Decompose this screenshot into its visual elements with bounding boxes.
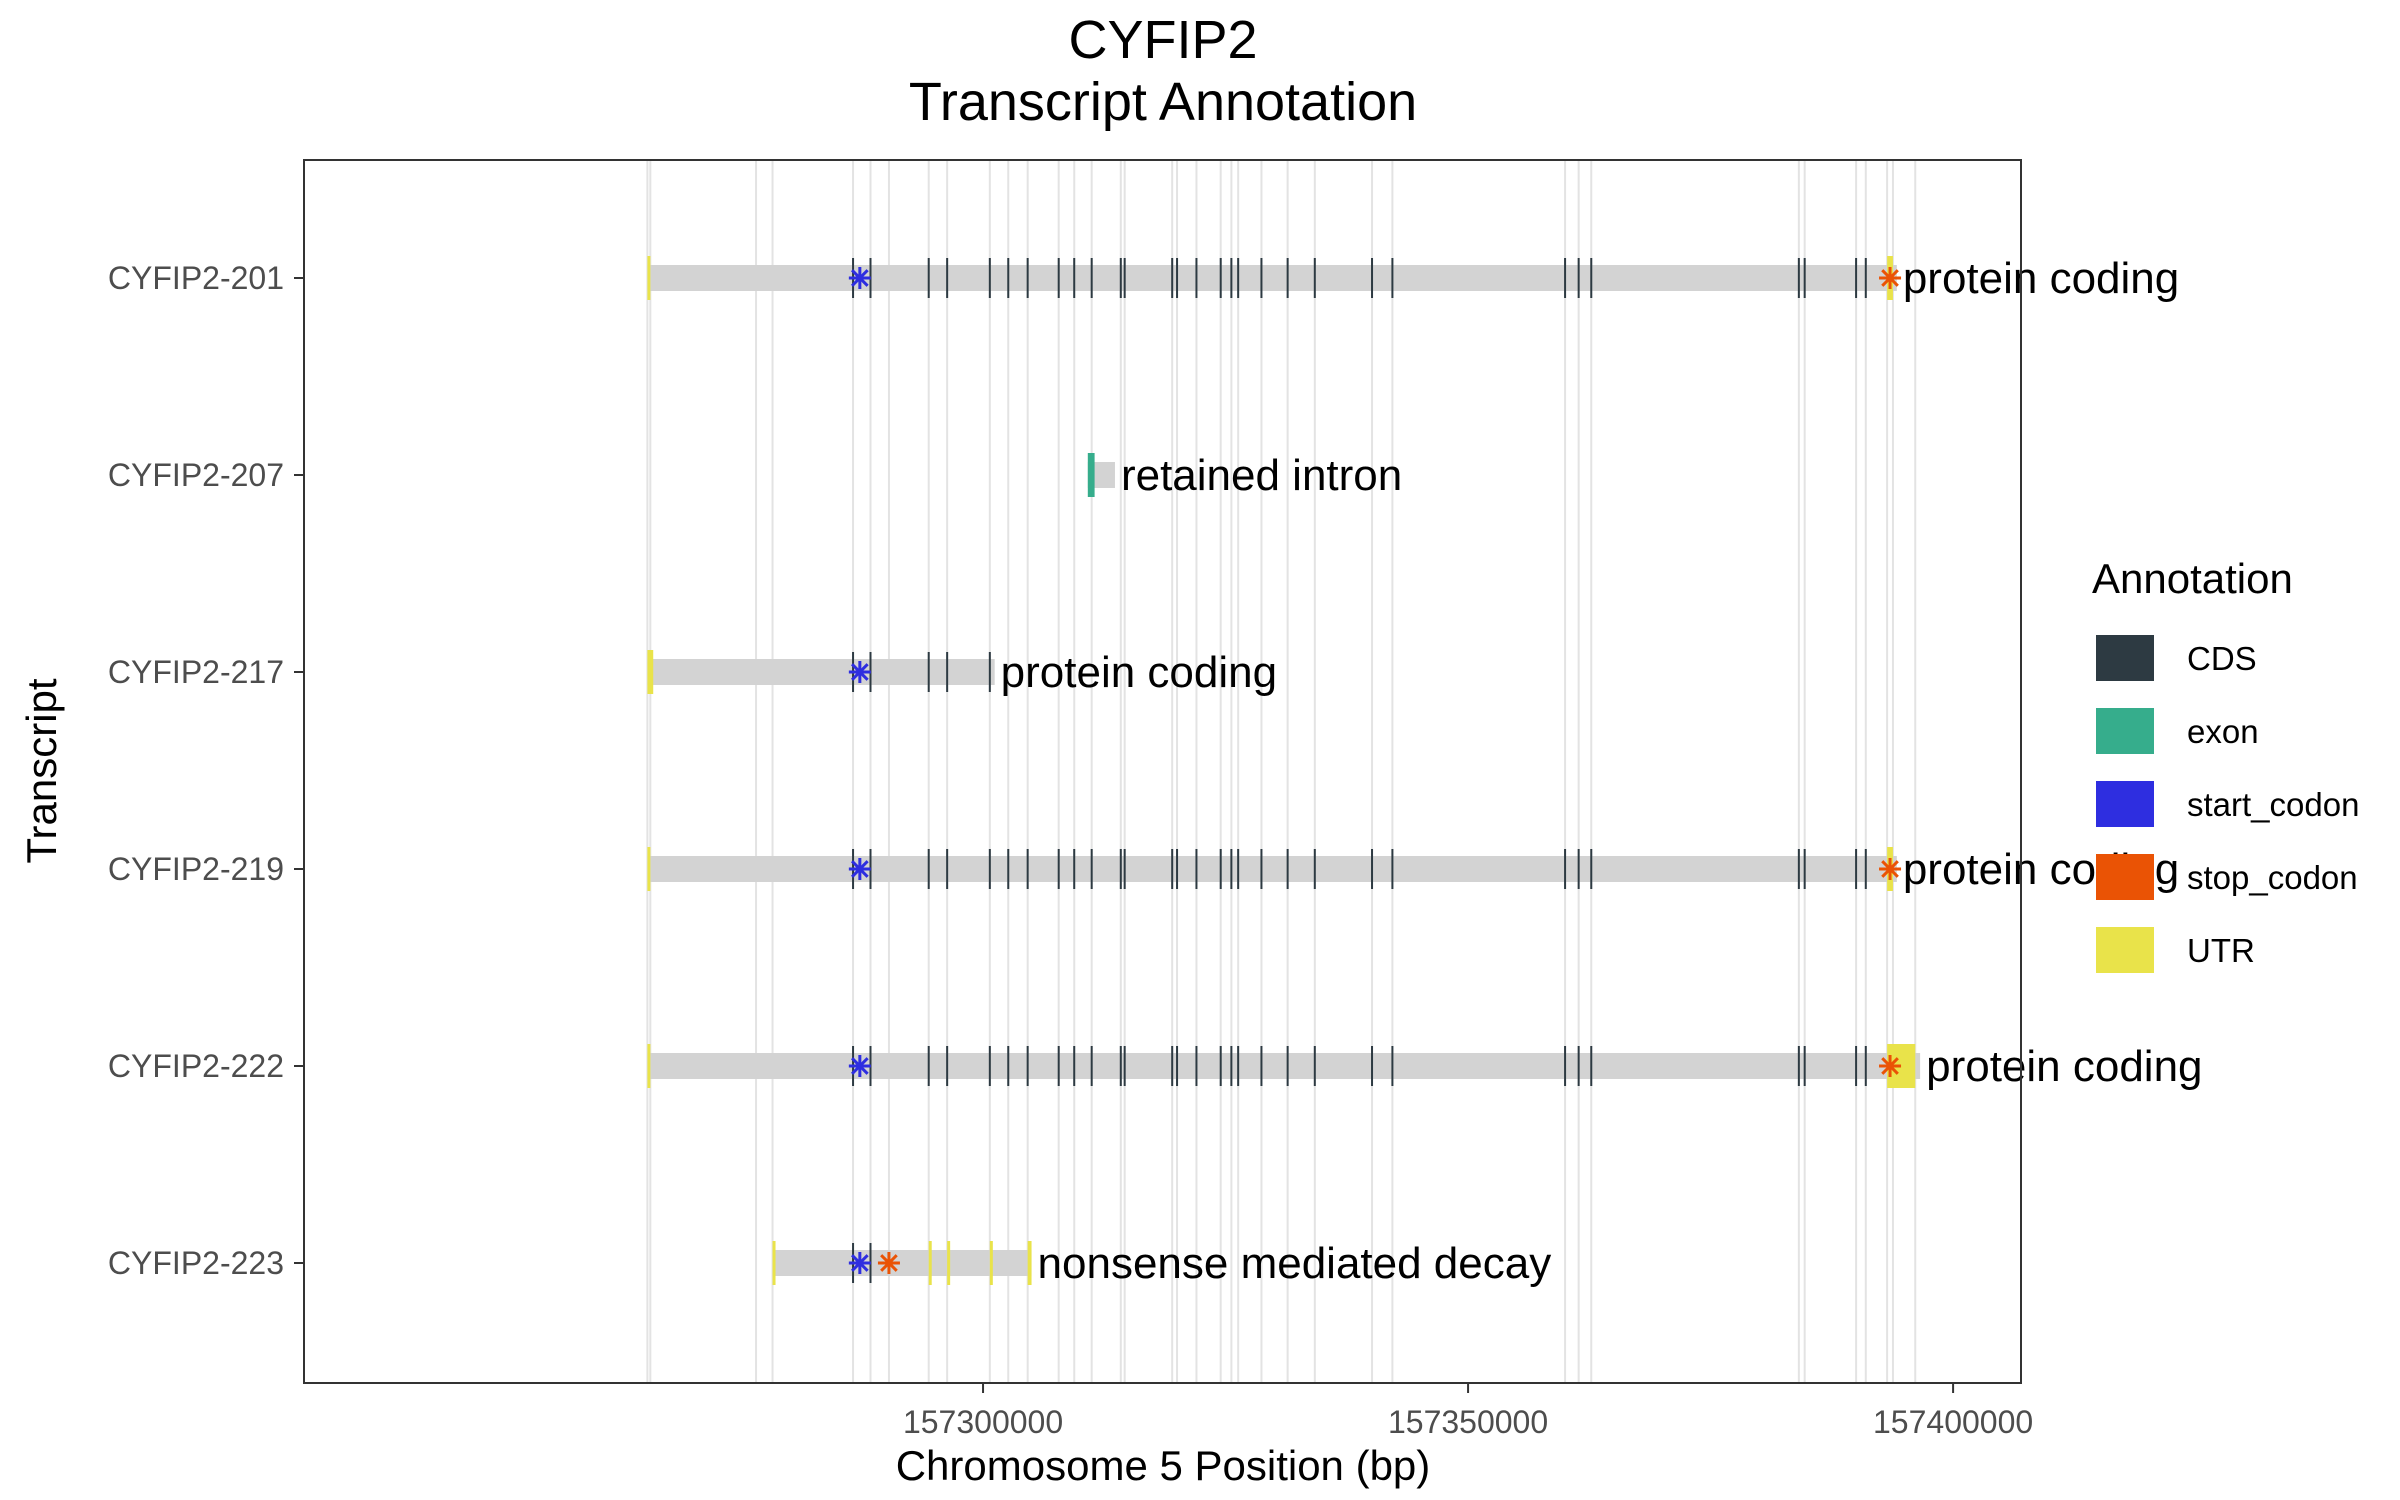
y-axis-title: Transcript xyxy=(18,678,65,863)
x-axis-title: Chromosome 5 Position (bp) xyxy=(896,1442,1431,1489)
stop-codon-mark xyxy=(1879,1055,1902,1077)
transcript-track: protein coding xyxy=(647,648,1277,697)
transcript-span xyxy=(772,1250,1032,1276)
transcript-track: protein coding xyxy=(647,845,2179,894)
legend-swatch xyxy=(2096,781,2154,827)
legend-title: Annotation xyxy=(2092,555,2293,602)
legend-label: stop_codon xyxy=(2187,859,2358,896)
plot-panel-border xyxy=(303,159,2022,1384)
transcript-span xyxy=(647,265,1897,291)
codon-mark-stroke xyxy=(1881,860,1899,878)
y-tick-label: CYFIP2-207 xyxy=(108,457,284,493)
transcript-biotype-label: nonsense mediated decay xyxy=(1038,1239,1552,1288)
chart-title-line-1: CYFIP2 xyxy=(1068,10,1257,70)
x-axis: 157300000 157350000 157400000 xyxy=(903,1383,2033,1440)
transcript-biotype-label: retained intron xyxy=(1121,451,1402,500)
transcript-track: retained intron xyxy=(1087,451,1402,500)
gridlines xyxy=(646,160,1917,1383)
start-codon-mark xyxy=(848,661,871,683)
y-axis: CYFIP2-223 CYFIP2-222 CYFIP2-219 CYFIP2-217… xyxy=(108,260,304,1281)
utr-block xyxy=(647,650,654,694)
utr-block xyxy=(947,1241,951,1285)
start-codon-mark xyxy=(848,858,871,880)
x-tick-label: 157400000 xyxy=(1873,1404,2033,1440)
codon-mark-stroke xyxy=(1881,1057,1899,1075)
utr-block xyxy=(989,1241,993,1285)
transcript-track: nonsense mediated decay xyxy=(772,1239,1552,1288)
legend-label: start_codon xyxy=(2187,786,2359,823)
legend-swatch xyxy=(2096,635,2154,681)
codon-mark-stroke xyxy=(851,1057,869,1075)
transcript-tracks: nonsense mediated decay protein coding pro… xyxy=(647,254,2203,1288)
start-codon-mark xyxy=(848,1252,871,1274)
y-tick-label: CYFIP2-217 xyxy=(108,654,284,690)
transcript-track: protein coding xyxy=(647,1042,2203,1091)
codon-mark-stroke xyxy=(851,1254,869,1272)
transcript-biotype-label: protein coding xyxy=(1001,648,1277,697)
x-tick-label: 157350000 xyxy=(1388,1404,1548,1440)
legend-item: CDS xyxy=(2096,635,2257,681)
legend-label: exon xyxy=(2187,713,2259,750)
codon-mark-stroke xyxy=(851,269,869,287)
utr-block xyxy=(1027,1241,1032,1285)
stop-codon-mark xyxy=(1879,267,1902,289)
utr-block xyxy=(647,1044,651,1088)
utr-block xyxy=(647,256,651,300)
exon-block xyxy=(1087,453,1095,497)
legend-swatch xyxy=(2096,854,2154,900)
legend-label: CDS xyxy=(2187,640,2257,677)
transcript-biotype-label: protein coding xyxy=(1903,254,2179,303)
x-tick-label: 157300000 xyxy=(903,1404,1063,1440)
codon-mark-stroke xyxy=(851,860,869,878)
utr-block xyxy=(772,1241,776,1285)
legend-swatch xyxy=(2096,708,2154,754)
legend-item: UTR xyxy=(2096,927,2255,973)
transcript-track: protein coding xyxy=(647,254,2179,303)
legend-item: exon xyxy=(2096,708,2259,754)
y-tick-label: CYFIP2-223 xyxy=(108,1245,284,1281)
transcript-span xyxy=(647,1053,1921,1079)
transcript-span xyxy=(647,659,995,685)
y-tick-label: CYFIP2-201 xyxy=(108,260,284,296)
transcript-biotype-label: protein coding xyxy=(1926,1042,2202,1091)
start-codon-mark xyxy=(848,267,871,289)
legend-item: stop_codon xyxy=(2096,854,2358,900)
codon-mark-stroke xyxy=(1881,269,1899,287)
stop-codon-mark xyxy=(1879,858,1902,880)
legend-label: UTR xyxy=(2187,932,2255,969)
transcript-span xyxy=(647,856,1897,882)
codon-mark-stroke xyxy=(851,663,869,681)
chart-title-line-2: Transcript Annotation xyxy=(909,72,1417,132)
stop-codon-mark xyxy=(877,1252,900,1274)
utr-block xyxy=(647,847,651,891)
legend: Annotation CDS exon start_codon stop_codon U… xyxy=(2092,555,2359,973)
start-codon-mark xyxy=(848,1055,871,1077)
utr-block xyxy=(928,1241,932,1285)
legend-item: start_codon xyxy=(2096,781,2359,827)
y-tick-label: CYFIP2-222 xyxy=(108,1048,284,1084)
legend-swatch xyxy=(2096,927,2154,973)
codon-mark-stroke xyxy=(880,1254,898,1272)
y-tick-label: CYFIP2-219 xyxy=(108,851,284,887)
